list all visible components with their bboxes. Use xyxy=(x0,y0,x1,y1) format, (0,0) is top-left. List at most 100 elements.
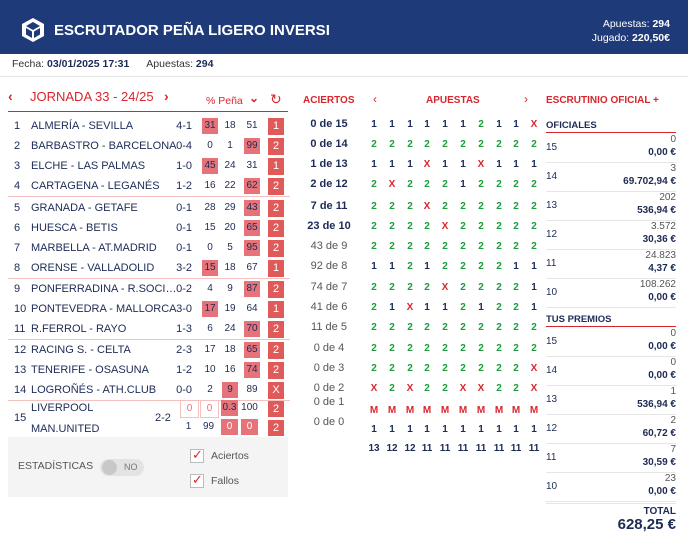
bet-cell: 2 xyxy=(478,343,484,354)
match-name: LOGROÑÉS - ATH.CLUB xyxy=(31,384,157,396)
match-number: 2 xyxy=(14,140,21,152)
jugado-label: Jugado: xyxy=(591,32,630,44)
bet-cell: 2 xyxy=(407,282,413,293)
fecha-value: 03/01/2025 17:31 xyxy=(47,58,130,70)
table-row[interactable]: 8 ORENSE - VALLADOLID 3-2 15 18 67 1 xyxy=(8,258,290,278)
bet-cell: 1 xyxy=(460,424,466,435)
prev-jornada-icon[interactable]: ‹ xyxy=(8,88,13,104)
chevron-down-icon[interactable]: ⌄ xyxy=(249,91,260,105)
match-name: GRANADA - GETAFE xyxy=(31,202,138,214)
pct-cell: 95 xyxy=(244,240,260,256)
aciertos-checkbox[interactable] xyxy=(190,447,204,463)
table-row[interactable]: 9 PONFERRADINA - R.SOCI… 0-2 4 9 87 2 xyxy=(8,279,290,299)
refresh-icon[interactable]: ↻ xyxy=(270,91,282,107)
pct-cell: 0 xyxy=(202,240,218,256)
bet-cell: 2 xyxy=(407,241,413,252)
table-row[interactable]: 5 GRANADA - GETAFE 0-1 28 29 43 2 xyxy=(8,198,290,218)
bet-cell: M xyxy=(529,405,539,416)
bet-cell: 2 xyxy=(407,139,413,150)
aciertos-value: 41 de 6 xyxy=(310,301,348,313)
result-sign: 2 xyxy=(268,200,284,217)
table-row[interactable]: 13 TENERIFE - OSASUNA 1-2 10 16 74 2 xyxy=(8,360,290,380)
table-row[interactable]: 3 ELCHE - LAS PALMAS 1-0 45 24 31 1 xyxy=(8,156,290,176)
count: 0 xyxy=(670,134,676,145)
pct-pena-label[interactable]: % Peña xyxy=(206,95,243,107)
result-sign: 1 xyxy=(268,158,284,175)
pct-cell: 64 xyxy=(244,301,260,317)
match-result: 0-1 xyxy=(176,222,192,234)
table-row[interactable]: 10 PONTEVEDRA - MALLORCA 3-0 17 19 64 1 xyxy=(8,299,290,319)
bet-cell: 2 xyxy=(531,179,537,190)
pleno-away-sign: 2 xyxy=(268,420,284,436)
table-row[interactable]: 12 RACING S. - CELTA 2-3 17 18 65 2 xyxy=(8,340,290,360)
premios-label: TUS PREMIOS xyxy=(546,314,612,325)
bet-cell: 2 xyxy=(442,322,448,333)
bet-cell: 2 xyxy=(460,261,466,272)
bet-cell: X xyxy=(477,383,485,394)
count: 3 xyxy=(670,163,676,174)
row-divider xyxy=(546,220,676,221)
info-bar: Fecha: 03/01/2025 17:31 Apuestas: 294 xyxy=(12,58,213,70)
bet-cell: 2 xyxy=(371,322,377,333)
bet-cell: X xyxy=(406,383,414,394)
row-divider xyxy=(546,191,676,192)
bet-cell: 1 xyxy=(424,119,430,130)
fallos-checkbox[interactable] xyxy=(190,472,204,488)
pct-cell: 65 xyxy=(244,220,260,236)
total-value: 628,25 € xyxy=(617,516,676,533)
bet-cell: 2 xyxy=(389,241,395,252)
count: 1 xyxy=(670,386,676,397)
pct-cell: 29 xyxy=(222,200,238,216)
premios-underline xyxy=(546,326,676,327)
table-row[interactable]: 4 CARTAGENA - LEGANÉS 1-2 16 22 62 2 xyxy=(8,176,290,196)
prize: 0,00 € xyxy=(648,341,676,352)
aciertos-value: 23 de 10 xyxy=(307,220,351,232)
bet-cell: 2 xyxy=(424,221,430,232)
bet-cell: 2 xyxy=(460,302,466,313)
bet-cell: X xyxy=(370,383,378,394)
table-row[interactable]: 6 HUESCA - BETIS 0-1 15 20 65 2 xyxy=(8,218,290,238)
next-jornada-icon[interactable]: › xyxy=(164,88,169,104)
bets-prev-icon[interactable]: ‹ xyxy=(373,92,377,106)
bet-cell: 2 xyxy=(407,221,413,232)
aciertos-value: 0 de 4 xyxy=(313,342,345,354)
bet-cell: 2 xyxy=(371,179,377,190)
stats-toggle[interactable]: NO xyxy=(100,459,144,476)
table-row[interactable]: 2 BARBASTRO - BARCELONA 0-4 0 1 99 2 xyxy=(8,136,290,156)
row-divider xyxy=(546,414,676,415)
pleno-away-pct: 0 xyxy=(241,419,258,435)
group-separator xyxy=(8,400,290,401)
count: 3.572 xyxy=(650,221,676,232)
bet-cell: 1 xyxy=(424,261,430,272)
bet-cell: 2 xyxy=(496,282,502,293)
bet-cell: M xyxy=(387,405,397,416)
bet-cell: 1 xyxy=(513,424,519,435)
aciertos-value: 0 de 2 xyxy=(313,382,345,394)
category: 10 xyxy=(546,481,558,492)
table-row[interactable]: 7 MARBELLA - AT.MADRID 0-1 0 5 95 2 xyxy=(8,238,290,258)
table-row[interactable]: 11 R.FERROL - RAYO 1-3 6 24 70 2 xyxy=(8,319,290,339)
bet-cell: 2 xyxy=(389,383,395,394)
category: 15 xyxy=(546,142,558,153)
escrutinio-header[interactable]: ESCRUTINIO OFICIAL + xyxy=(546,95,659,106)
bet-cell: 2 xyxy=(478,322,484,333)
bet-cell: 1 xyxy=(442,159,448,170)
bet-cell: 2 xyxy=(513,322,519,333)
oficiales-underline xyxy=(546,132,676,133)
table-row[interactable]: 1 ALMERÍA - SEVILLA 4-1 31 18 51 1 xyxy=(8,116,290,136)
bet-cell: 2 xyxy=(496,179,502,190)
table-row[interactable]: 14 LOGROÑÉS - ATH.CLUB 0-0 2 9 89 X xyxy=(8,380,290,400)
bet-cell: 1 xyxy=(513,261,519,272)
bet-cell: 1 xyxy=(407,119,413,130)
bet-cell: 2 xyxy=(478,221,484,232)
result-sign: 2 xyxy=(268,240,284,257)
bet-cell: 2 xyxy=(496,221,502,232)
bet-cell: 2 xyxy=(496,302,502,313)
bets-next-icon[interactable]: › xyxy=(524,92,528,106)
aciertos-value: 92 de 8 xyxy=(310,260,348,272)
bet-total: 11 xyxy=(510,443,522,454)
category: 13 xyxy=(546,200,558,211)
pct-cell: 28 xyxy=(202,200,218,216)
bet-cell: 1 xyxy=(389,119,395,130)
match-name: PONFERRADINA - R.SOCI… xyxy=(31,283,177,295)
